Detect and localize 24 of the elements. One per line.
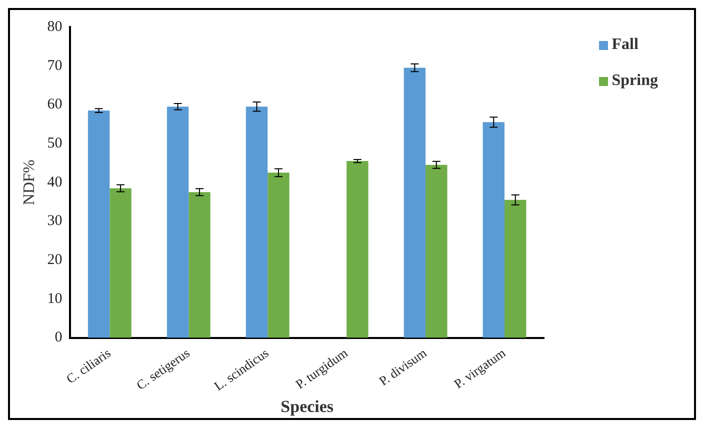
x-axis-title: Species <box>280 397 334 416</box>
bar <box>110 188 132 338</box>
bar <box>268 172 290 338</box>
y-tick-label: 80 <box>47 18 62 35</box>
bar <box>246 106 268 338</box>
bar <box>482 122 505 338</box>
y-tick-label: 10 <box>47 290 62 307</box>
bar <box>346 161 368 338</box>
bar <box>88 110 110 338</box>
y-tick-label: 60 <box>47 96 62 113</box>
y-tick-label: 40 <box>47 174 62 190</box>
bar <box>188 192 210 338</box>
legend-label: Spring <box>612 72 658 90</box>
y-axis-title: NDF% <box>20 160 38 206</box>
bar <box>504 200 526 338</box>
y-tick-label: 30 <box>47 213 62 230</box>
y-tick-label: 0 <box>54 330 62 346</box>
legend-label: Fall <box>612 36 638 54</box>
y-tick-label: 70 <box>47 58 62 74</box>
y-tick-label: 20 <box>47 252 62 268</box>
bar <box>426 164 448 338</box>
y-tick-label: 50 <box>47 135 62 152</box>
bar <box>404 68 426 338</box>
bar <box>166 106 189 338</box>
